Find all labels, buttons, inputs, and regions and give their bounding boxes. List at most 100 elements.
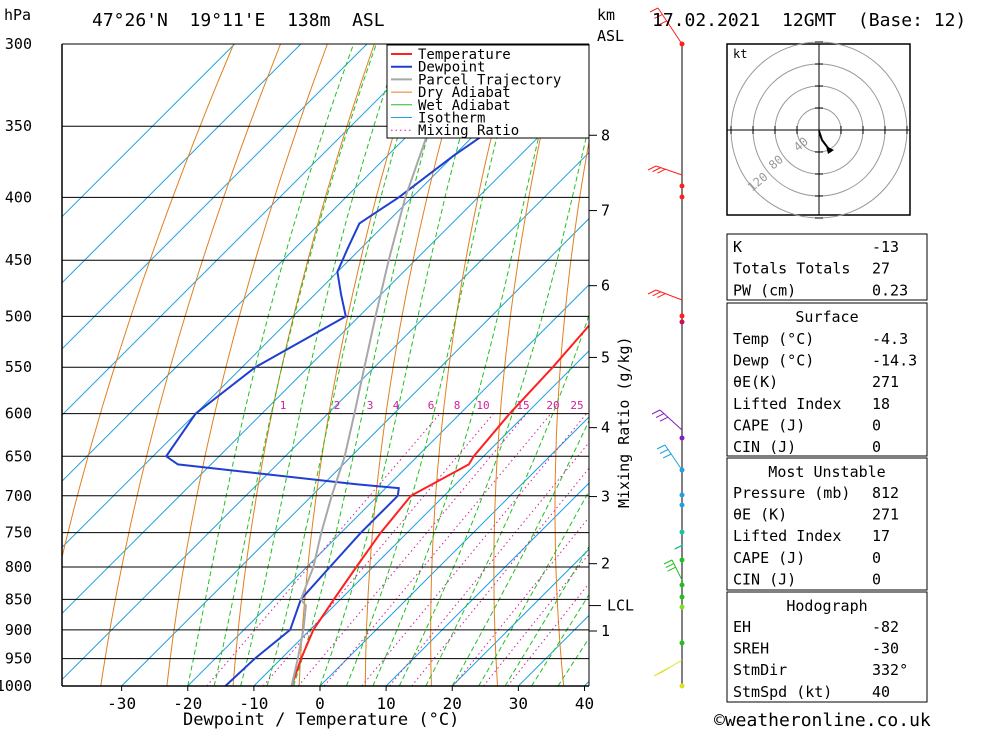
mixing-ratio-label: 4 (393, 399, 400, 412)
mixing-ratio-label: 10 (476, 399, 489, 412)
wind-level-dot (679, 502, 685, 508)
table-value: -13 (872, 238, 899, 256)
wind-level-dot (679, 683, 685, 689)
table-label: Dewp (°C) (733, 352, 814, 370)
table-label: Temp (°C) (733, 330, 814, 348)
copyright: ©weatheronline.co.uk (714, 710, 931, 731)
mixing-ratio-label: 6 (428, 399, 435, 412)
pressure-tick-label: 450 (5, 251, 32, 269)
hodograph-arrow (826, 146, 834, 154)
dry-adiabat-line (62, 44, 235, 560)
wind-barb-staff (655, 165, 683, 176)
wind-barb-flag (665, 563, 675, 569)
pressure-tick-label: 900 (5, 621, 32, 639)
table-label: CAPE (J) (733, 416, 805, 434)
wind-barb-staff (671, 559, 683, 581)
lcl-label: LCL (607, 597, 634, 615)
pressure-tick-label: 800 (5, 558, 32, 576)
wind-level-dot (679, 529, 685, 535)
temperature-profile (290, 324, 589, 686)
x-tick-label: -10 (239, 694, 268, 713)
table-label: StmDir (733, 661, 787, 679)
wind-barb-flag (658, 20, 667, 26)
wind-barb-flag (659, 416, 669, 422)
mixing-ratio-label: 8 (454, 399, 461, 412)
mixing-ratio-line (206, 413, 441, 686)
table-section-title: Surface (795, 308, 858, 326)
km-tick-label: 6 (601, 277, 610, 295)
x-tick-label: 10 (376, 694, 395, 713)
km-tick-label: 7 (601, 202, 610, 220)
wet-adiabat-line (372, 44, 563, 686)
table-value: -4.3 (872, 330, 908, 348)
wind-level-dot (679, 183, 685, 189)
isotherm-line (319, 416, 589, 686)
isotherm-line (62, 151, 589, 681)
km-tick-label: 4 (601, 419, 610, 437)
legend-entry: Wet Adiabat (418, 98, 511, 114)
mixing-ratio-line (323, 413, 552, 686)
wet-adiabat-line (213, 44, 377, 686)
table-section (726, 233, 928, 301)
x-tick-label: 40 (575, 694, 594, 713)
table-value: 0 (872, 549, 881, 567)
pressure-tick-label: 350 (5, 117, 32, 135)
wind-level-dot (679, 194, 685, 200)
table-value: 27 (872, 260, 890, 278)
run-title: 17.02.2021 12GMT (Base: 12) (652, 10, 967, 31)
wet-adiabat-line (319, 44, 487, 686)
table-value: 0 (872, 570, 881, 588)
pressure-tick-label: 1000 (0, 677, 32, 695)
wind-barb-flag (663, 559, 673, 565)
pressure-tick-label: 850 (5, 590, 32, 608)
legend-entry: Mixing Ratio (418, 123, 519, 139)
mixing-ratio-label: 20 (546, 399, 559, 412)
wind-level-dot (679, 492, 685, 498)
km-unit-asl: ASL (597, 27, 625, 45)
km-tick-label: 2 (601, 555, 610, 573)
x-axis-label: Dewpoint / Temperature (°C) (183, 710, 460, 730)
isotherm-line (62, 44, 434, 416)
dry-adiabat-line (554, 138, 589, 686)
isotherm-line (451, 548, 589, 686)
wind-level-dot (679, 604, 685, 610)
wind-level-dot (679, 435, 685, 441)
x-tick-label: 0 (315, 694, 325, 713)
mixing-ratio-label: 15 (516, 399, 529, 412)
table-label: θE(K) (733, 373, 778, 391)
wet-adiabat-line (425, 313, 589, 686)
pressure-tick-label: 500 (5, 307, 32, 325)
wind-barb-flag (647, 289, 657, 295)
x-tick-label: 30 (509, 694, 528, 713)
table-value: 18 (872, 395, 890, 413)
wind-barb-flag (667, 566, 676, 572)
pressure-tick-label: 700 (5, 487, 32, 505)
dry-adiabat-line (166, 44, 328, 686)
wind-barb-flag (654, 14, 663, 19)
legend-entry: Dry Adiabat (418, 85, 511, 101)
mixing-ratio-line (389, 441, 589, 686)
wind-barb-flag (660, 667, 670, 673)
dry-adiabat-line (935, 26, 1000, 712)
pressure-tick-label: 300 (5, 35, 32, 53)
pressure-tick-label: 550 (5, 358, 32, 376)
dry-adiabat-line (364, 44, 469, 686)
mixing-ratio-label: 3 (367, 399, 374, 412)
table-value: -30 (872, 640, 899, 658)
isotherm-line (62, 44, 236, 218)
km-unit: km (597, 6, 616, 24)
wind-barb-staff (657, 7, 683, 45)
wind-barb-flag (662, 453, 672, 459)
wind-level-dot (679, 640, 685, 646)
wind-barb-flag (647, 165, 657, 171)
table-section (726, 302, 928, 457)
pressure-tick-label: 750 (5, 524, 32, 542)
table-value: -82 (872, 618, 899, 636)
wind-barb-flag (649, 7, 659, 13)
table-label: EH (733, 618, 751, 636)
table-value: 0 (872, 438, 881, 456)
isotherm-line (121, 217, 589, 686)
isobar-grid (62, 43, 589, 687)
table-value: 332° (872, 661, 908, 679)
legend-entry: Isotherm (418, 111, 485, 127)
